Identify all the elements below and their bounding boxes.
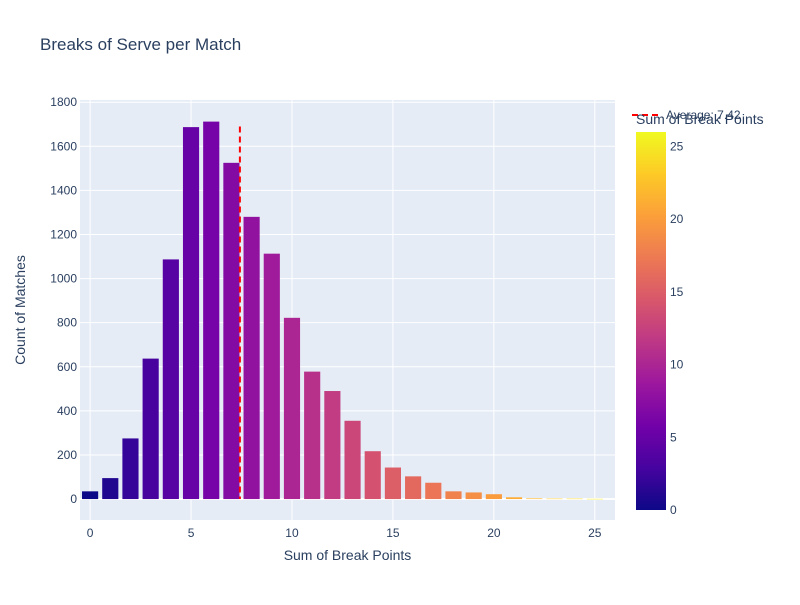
x-tick-label: 5 [188, 526, 195, 540]
x-axis-label: Sum of Break Points [284, 547, 412, 563]
y-tick-label: 400 [57, 404, 77, 418]
y-tick-label: 1600 [50, 139, 77, 153]
x-tick-label: 20 [487, 526, 501, 540]
x-tick-label: 10 [285, 526, 299, 540]
bar[interactable] [182, 127, 200, 500]
bars [82, 121, 603, 500]
chart-title: Breaks of Serve per Match [40, 35, 241, 54]
legend-average-label: Average: 7.42 [666, 108, 741, 122]
y-tick-label: 1400 [50, 183, 77, 197]
colorbar-tick-label: 15 [670, 285, 684, 299]
y-tick-label: 200 [57, 448, 77, 462]
bar[interactable] [364, 451, 381, 500]
bar[interactable] [485, 494, 502, 500]
bar[interactable] [304, 371, 321, 500]
bar[interactable] [445, 491, 462, 500]
x-tick-label: 15 [386, 526, 400, 540]
bar[interactable] [566, 498, 583, 500]
bar[interactable] [586, 498, 603, 500]
bar[interactable] [526, 498, 543, 500]
bar[interactable] [243, 216, 260, 500]
colorbar-tick-label: 10 [670, 358, 684, 372]
colorbar: Sum of Break Points 0 5 10 15 20 25 [636, 111, 764, 517]
y-tick-label: 600 [57, 360, 77, 374]
legend[interactable]: Average: 7.42 [632, 108, 741, 122]
bar[interactable] [162, 259, 179, 500]
bar[interactable] [203, 121, 220, 500]
y-axis-label: Count of Matches [12, 255, 28, 365]
y-tick-label: 0 [70, 492, 77, 506]
y-tick-label: 800 [57, 316, 77, 330]
bar[interactable] [102, 478, 119, 500]
colorbar-tick-label: 20 [670, 212, 684, 226]
bar[interactable] [425, 482, 442, 500]
bar[interactable] [263, 253, 280, 500]
bar[interactable] [142, 358, 159, 500]
colorbar-tick-label: 0 [670, 503, 677, 517]
bar[interactable] [405, 476, 422, 500]
x-axis-ticks: 0 5 10 15 20 25 [87, 526, 602, 540]
bar[interactable] [324, 391, 341, 500]
x-tick-label: 25 [588, 526, 602, 540]
y-tick-label: 1000 [50, 272, 77, 286]
colorbar-gradient [636, 132, 666, 510]
bar[interactable] [283, 317, 301, 500]
bar[interactable] [82, 491, 99, 500]
colorbar-tick-label: 25 [670, 140, 684, 154]
bar[interactable] [384, 467, 401, 500]
bar[interactable] [546, 498, 563, 500]
bar[interactable] [122, 438, 139, 500]
bar[interactable] [344, 420, 361, 500]
bar[interactable] [465, 492, 482, 500]
colorbar-title: Sum of Break Points [636, 111, 764, 127]
y-tick-label: 1200 [50, 227, 77, 241]
x-tick-label: 0 [87, 526, 94, 540]
bar[interactable] [505, 497, 523, 500]
colorbar-tick-label: 5 [670, 430, 677, 444]
y-tick-label: 1800 [50, 95, 77, 109]
bar[interactable] [223, 162, 240, 500]
colorbar-ticks: 0 5 10 15 20 25 [670, 140, 684, 517]
y-axis-ticks: 0 200 400 600 800 1000 1200 1400 1600 1800 [50, 95, 77, 506]
